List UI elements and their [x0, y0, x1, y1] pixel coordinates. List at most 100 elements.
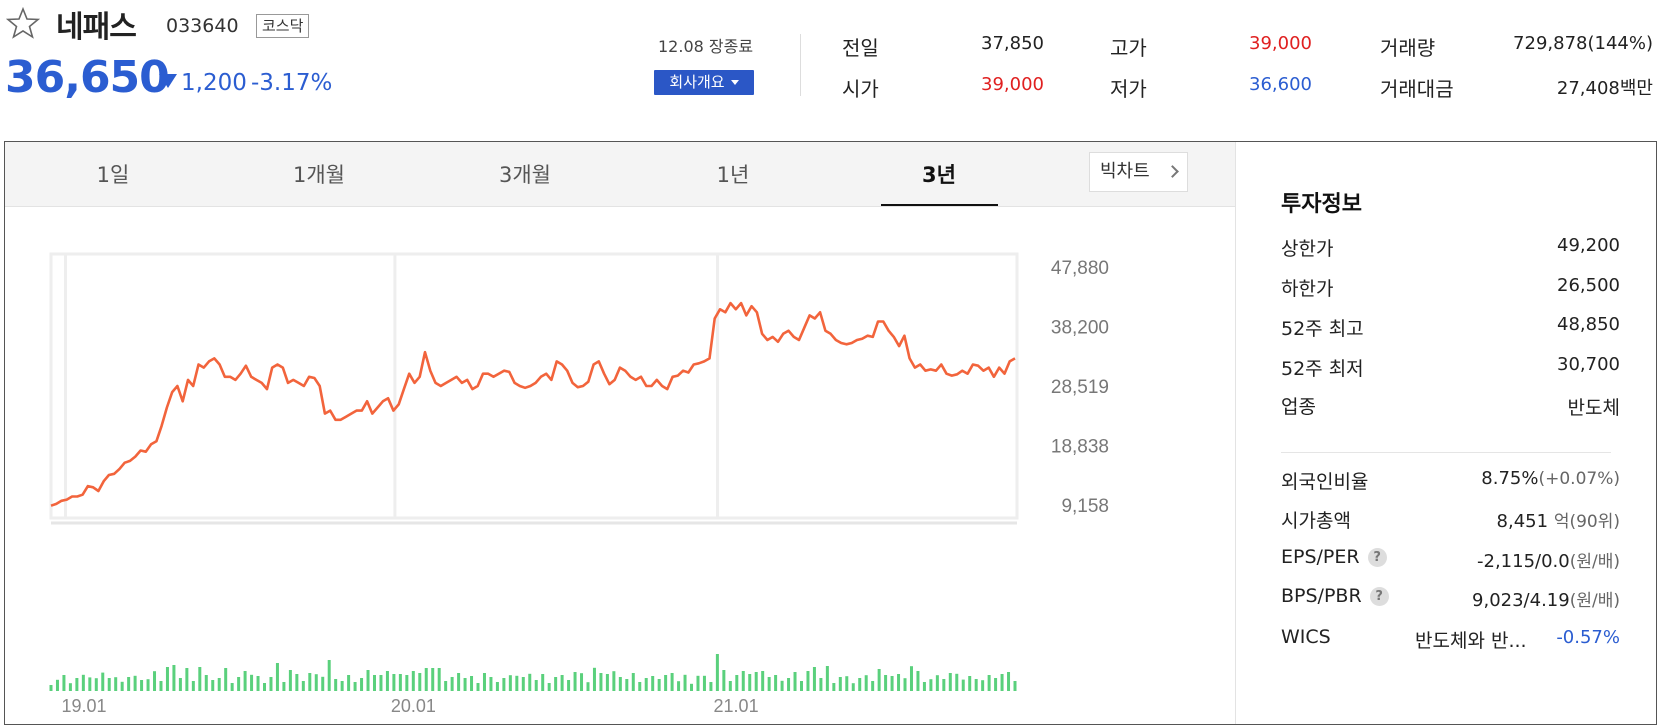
- volume-bar: [618, 677, 622, 691]
- high-label: 고가: [1110, 36, 1147, 60]
- volume-bar: [554, 677, 558, 691]
- volume-bar: [968, 676, 972, 691]
- volume-bar: [547, 683, 551, 691]
- volume-bar: [282, 682, 286, 691]
- volume-bar: [1000, 674, 1004, 691]
- x-tick-label: 19.01: [61, 696, 106, 716]
- wics-sector-link[interactable]: 반도체와 반...: [1415, 630, 1527, 652]
- open-value: 39,000: [981, 74, 1044, 95]
- volume-bar: [353, 682, 357, 691]
- current-price: 36,650: [5, 52, 170, 103]
- volume-bar: [948, 673, 952, 691]
- volume-bar: [146, 679, 150, 691]
- volume-bar: [858, 678, 862, 691]
- volume-bar: [101, 672, 105, 691]
- sector-label: 업종: [1281, 396, 1316, 418]
- bigchart-button[interactable]: 빅차트: [1089, 152, 1188, 192]
- volume-bar: [657, 679, 661, 691]
- low-value: 36,600: [1249, 74, 1312, 95]
- price-change-rate: -3.17%: [251, 70, 333, 96]
- volume-bar: [987, 675, 991, 691]
- volume-bar: [864, 675, 868, 691]
- volume-bar: [851, 683, 855, 691]
- volume-bar: [812, 667, 816, 691]
- volume-bar: [217, 678, 221, 691]
- volume-bar: [541, 674, 545, 691]
- volume-bar: [664, 675, 668, 691]
- high-value: 39,000: [1249, 33, 1312, 54]
- y-tick-label: 28,519: [1051, 377, 1109, 398]
- volume-bar: [567, 680, 571, 691]
- volume-bar: [372, 675, 376, 691]
- price-chart[interactable]: 19.01 20.01 21.01 47,880 38,200 28,519 18,838 9…: [5, 208, 1235, 724]
- volume-bar: [638, 682, 642, 691]
- amount-value: 27,408백만: [1556, 78, 1653, 99]
- volume-bar: [644, 678, 648, 691]
- sector-value: 반도체: [1567, 397, 1620, 419]
- volume-bar: [560, 675, 564, 691]
- volume-bar: [961, 679, 965, 691]
- company-overview-button[interactable]: 회사개요: [654, 70, 754, 95]
- volume-bar: [340, 681, 344, 691]
- volume-bar: [799, 681, 803, 691]
- volume-bar: [690, 683, 694, 691]
- wics-rate: -0.57%: [1556, 627, 1620, 648]
- volume-bar: [288, 670, 292, 691]
- volume-bar: [754, 672, 758, 691]
- volume-bar: [405, 675, 409, 691]
- volume-bar: [334, 679, 338, 691]
- volume-bar: [204, 675, 208, 691]
- stock-code: 033640: [166, 15, 239, 37]
- market-cap-label: 시가총액: [1281, 510, 1351, 532]
- volume-bar: [935, 675, 939, 691]
- volume-bar: [172, 665, 176, 691]
- tab-1d[interactable]: 1일: [96, 163, 130, 187]
- tab-3y[interactable]: 3년: [922, 163, 956, 187]
- volume-bar: [275, 663, 279, 691]
- divider: [1281, 452, 1611, 453]
- help-icon[interactable]: ?: [1367, 548, 1387, 567]
- bps-pbr-label: BPS/PBR?: [1281, 585, 1389, 607]
- divider: [800, 34, 801, 96]
- volume-bar: [819, 678, 823, 691]
- volume-bar: [321, 676, 325, 691]
- volume-bar: [476, 683, 480, 691]
- volume-value: 729,878(144%): [1513, 33, 1653, 54]
- high-52w-label: 52주 최고: [1281, 318, 1364, 340]
- volume-bar: [806, 671, 810, 691]
- eps-per-value: -2,115/0.0(원/배): [1477, 547, 1620, 572]
- volume-bar: [347, 675, 351, 691]
- volume-bar: [916, 671, 920, 691]
- volume-bar: [191, 681, 195, 691]
- volume-bar: [651, 676, 655, 691]
- volume-bar: [994, 678, 998, 691]
- volume-bar: [94, 678, 98, 691]
- company-overview-label: 회사개요: [669, 73, 725, 91]
- volume-bar: [702, 675, 706, 691]
- foreign-ratio: 8.75%: [1481, 468, 1539, 489]
- volume-bar: [49, 685, 53, 691]
- tab-3m[interactable]: 3개월: [498, 163, 551, 187]
- chart-panel: 1일 1개월 3개월 1년 3년 빅차트 19.01 20.01 21.01 47,8…: [4, 141, 1657, 725]
- market-cap: 8,451: [1496, 511, 1549, 532]
- tab-1m[interactable]: 1개월: [292, 163, 345, 187]
- low-52w-value: 30,700: [1557, 354, 1620, 375]
- volume-bar: [224, 668, 228, 691]
- volume-bar: [75, 678, 79, 691]
- tab-1y[interactable]: 1년: [716, 163, 750, 187]
- volume-bar: [728, 681, 732, 691]
- volume-bar: [521, 677, 525, 691]
- volume-bar: [424, 668, 428, 691]
- volume-bar: [599, 673, 603, 691]
- bps-pbr-unit: (원/배): [1569, 591, 1620, 611]
- volume-bar: [55, 679, 59, 691]
- volume-bar: [1013, 681, 1017, 691]
- volume-bar: [845, 676, 849, 691]
- volume-bar: [366, 670, 370, 691]
- help-icon[interactable]: ?: [1369, 587, 1389, 606]
- favorite-star-icon[interactable]: [6, 6, 40, 40]
- volume-bar: [437, 668, 441, 691]
- foreign-ratio-change: (+0.07%): [1538, 469, 1620, 489]
- volume-bar: [385, 671, 389, 691]
- stock-name: 네패스: [56, 10, 137, 45]
